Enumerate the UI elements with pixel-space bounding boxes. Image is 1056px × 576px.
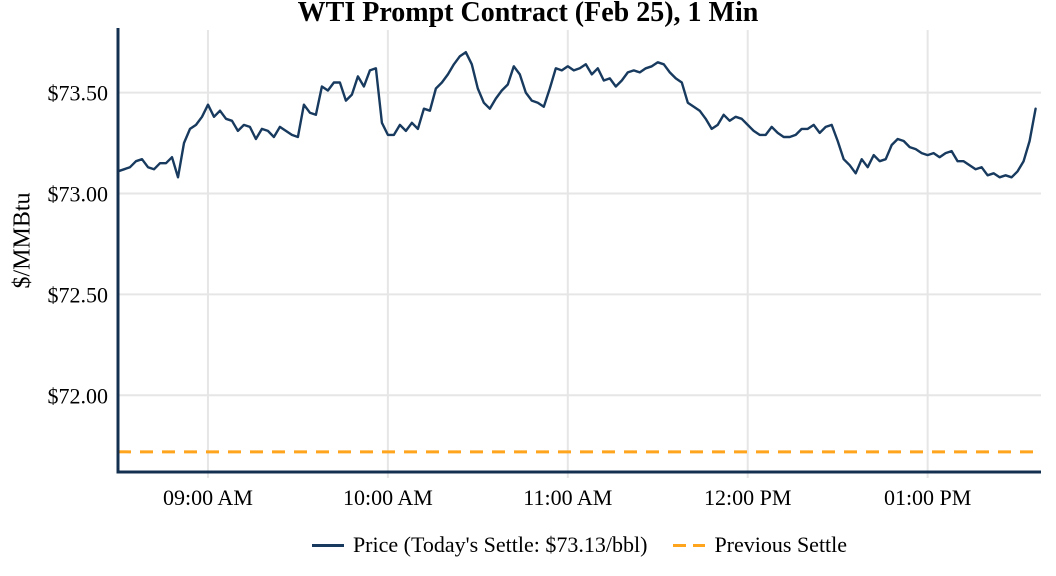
- price-line: [116, 51, 1037, 179]
- x-tick-label: 01:00 PM: [884, 485, 971, 510]
- y-tick-label: $72.00: [48, 383, 109, 408]
- y-tick-label: $73.50: [48, 81, 109, 106]
- legend-previous-settle-label: Previous Settle: [714, 532, 848, 557]
- legend-price-label: Price (Today's Settle: $73.13/bbl): [352, 532, 648, 557]
- legend-item-price: Price (Today's Settle: $73.13/bbl): [311, 531, 648, 559]
- x-tick-label: 11:00 AM: [523, 485, 612, 510]
- legend: Price (Today's Settle: $73.13/bbl) Previ…: [118, 531, 1041, 559]
- legend-item-previous-settle: Previous Settle: [673, 531, 847, 559]
- y-tick-label: $73.00: [48, 181, 109, 206]
- y-tick-label: $72.50: [48, 282, 109, 307]
- chart-title: WTI Prompt Contract (Feb 25), 1 Min: [297, 0, 759, 28]
- x-tick-label: 09:00 AM: [163, 485, 253, 510]
- previous-settle-swatch: [673, 543, 706, 547]
- price-line-swatch: [311, 543, 344, 547]
- x-tick-label: 12:00 PM: [704, 485, 791, 510]
- x-tick-label: 10:00 AM: [343, 485, 433, 510]
